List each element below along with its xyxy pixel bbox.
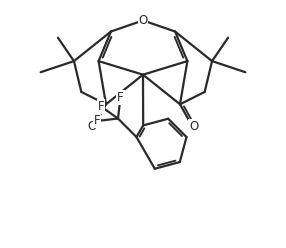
Text: O: O (138, 14, 148, 27)
Text: O: O (189, 120, 198, 133)
Text: O: O (88, 120, 97, 133)
Text: F: F (117, 91, 124, 104)
Text: F: F (94, 115, 100, 127)
Text: F: F (98, 100, 104, 113)
